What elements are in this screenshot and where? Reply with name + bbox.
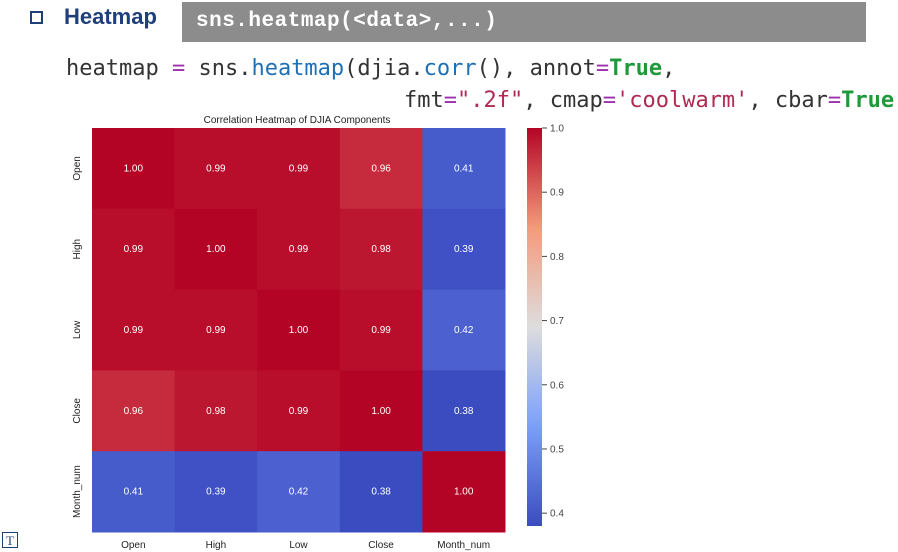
cell-label: 0.41 (454, 163, 474, 174)
colorbar-tick-label: 1.0 (550, 124, 564, 135)
cell-label: 0.96 (371, 163, 391, 174)
heatmap-cell (174, 289, 258, 371)
cell-label: 0.99 (289, 244, 309, 255)
y-tick-label: High (72, 239, 83, 260)
x-tick-label: Month_num (437, 540, 490, 551)
cell-label: 0.99 (124, 244, 144, 255)
signature-bar: sns.heatmap(<data>,...) (182, 2, 866, 42)
bullet-square-icon (30, 11, 43, 24)
x-tick-label: Low (289, 540, 308, 551)
heatmap-cell (92, 128, 176, 210)
x-tick-label: Open (121, 540, 145, 551)
y-tick-label: Low (72, 320, 83, 339)
cell-label: 0.41 (124, 487, 144, 498)
code-line-2: fmt=".2f", cmap='coolwarm', cbar=True) (404, 88, 898, 113)
cell-label: 1.00 (454, 487, 474, 498)
colorbar-tick-label: 0.6 (550, 380, 564, 391)
heatmap-cell (339, 451, 423, 533)
cell-label: 0.96 (124, 406, 144, 417)
section-heading: Heatmap (64, 4, 157, 29)
cell-label: 1.00 (289, 325, 309, 336)
x-tick-label: High (206, 540, 227, 551)
cell-label: 1.00 (371, 406, 391, 417)
y-tick-label: Open (72, 156, 83, 180)
cell-label: 0.98 (206, 406, 226, 417)
cell-label: 0.98 (371, 244, 391, 255)
heatmap-cell (422, 370, 506, 452)
code-line-1: heatmap = sns.heatmap(djia.corr(), annot… (66, 56, 676, 81)
signature-text: sns.heatmap(<data>,...) (196, 10, 498, 33)
heatmap-cell (92, 451, 176, 533)
cell-label: 0.39 (454, 244, 474, 255)
heatmap-cell (257, 208, 341, 291)
heatmap-cell (92, 370, 176, 452)
cell-label: 0.38 (454, 406, 474, 417)
cell-label: 0.99 (206, 163, 226, 174)
heatmap-cell (257, 370, 341, 452)
heatmap-cell (422, 128, 506, 210)
logo-icon: T (2, 532, 18, 548)
heatmap-cell (92, 289, 176, 371)
heatmap-cell (257, 289, 341, 371)
cell-label: 0.99 (124, 325, 144, 336)
heatmap-cell (257, 128, 341, 210)
cell-label: 0.99 (289, 406, 309, 417)
heatmap-cell (339, 208, 423, 291)
heatmap-cell (422, 208, 506, 291)
cell-label: 0.99 (289, 163, 309, 174)
cell-label: 0.99 (371, 325, 391, 336)
heatmap-cell (174, 370, 258, 452)
cell-label: 0.42 (454, 325, 474, 336)
heatmap-cell (339, 370, 423, 452)
heatmap-cell (422, 289, 506, 371)
cell-label: 1.00 (124, 163, 144, 174)
heatmap-cell (257, 451, 341, 533)
heatmap-cell (92, 208, 176, 291)
chart-title: Correlation Heatmap of DJIA Components (204, 115, 391, 126)
heatmap-cell (174, 451, 258, 533)
colorbar-tick-label: 0.4 (550, 509, 564, 520)
heatmap-cell (422, 451, 506, 533)
cell-label: 1.00 (206, 244, 226, 255)
y-tick-label: Month_num (72, 465, 83, 518)
colorbar-tick-label: 0.7 (550, 316, 564, 327)
y-tick-label: Close (72, 398, 83, 424)
heatmap-cell (339, 128, 423, 210)
heatmap-cell (339, 289, 423, 371)
cell-label: 0.38 (371, 487, 391, 498)
heatmap-cell (174, 208, 258, 291)
cell-label: 0.42 (289, 487, 309, 498)
colorbar (527, 128, 542, 526)
cell-label: 0.39 (206, 487, 226, 498)
colorbar-tick-label: 0.5 (550, 444, 564, 455)
colorbar-tick-label: 0.9 (550, 188, 564, 199)
heatmap-cell (174, 128, 258, 210)
cell-label: 0.99 (206, 325, 226, 336)
colorbar-tick-label: 0.8 (550, 252, 564, 263)
x-tick-label: Close (368, 540, 394, 551)
